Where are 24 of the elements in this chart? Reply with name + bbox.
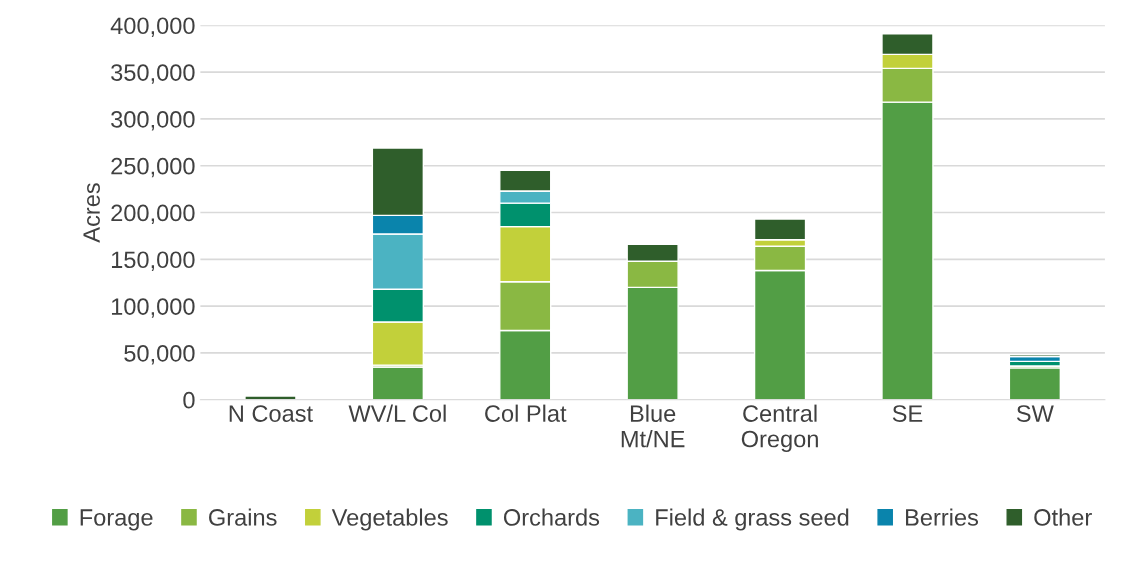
x-tick-label: Blue Mt/NE [621, 404, 685, 448]
y-tick-label: 100,000 [111, 298, 195, 318]
y-tick-label: 250,000 [111, 157, 195, 178]
x-tick-label: WV/L Col [348, 404, 446, 422]
y-axis-title: Acres [83, 183, 100, 243]
x-tick-label: Central Oregon [741, 404, 818, 453]
y-tick-label: 50,000 [124, 345, 195, 365]
legend-label: Forage [80, 509, 153, 531]
legend-label: Vegetables [331, 508, 448, 531]
y-tick-label: 350,000 [111, 64, 195, 84]
y-tick-label: 0 [183, 391, 195, 409]
x-tick-label: SW [1016, 405, 1054, 422]
y-tick-label: 200,000 [111, 204, 195, 225]
legend-label: Field & grass seed [656, 508, 849, 531]
legend-label: Other [1034, 508, 1092, 526]
y-tick-label: 400,000 [110, 17, 195, 37]
y-tick-label: 300,000 [111, 111, 195, 131]
x-tick-label: N Coast [229, 405, 313, 422]
y-tick-label: 150,000 [111, 251, 195, 271]
x-tick-label: Col Plat [485, 404, 567, 422]
x-tick-label: SE [892, 405, 923, 422]
legend-label: Orchards [503, 508, 600, 526]
legend-label: Grains [209, 508, 277, 526]
legend-label: Berries [906, 508, 979, 526]
